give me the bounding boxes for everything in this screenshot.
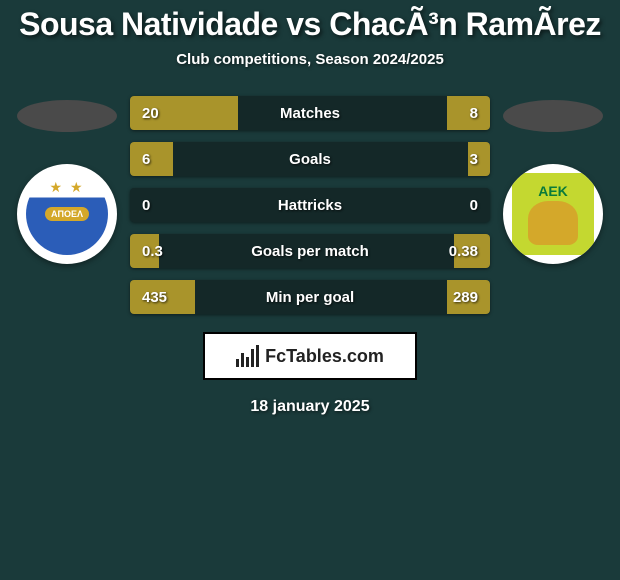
left-team-badge: ★ ★ ΑΠΟΕΛ [17, 164, 117, 264]
stat-bar: 435 Min per goal 289 [130, 280, 490, 314]
stat-label: Goals [289, 151, 331, 168]
stat-value-right: 289 [453, 289, 478, 306]
stat-value-left: 435 [142, 289, 167, 306]
stat-label: Goals per match [251, 243, 369, 260]
left-form-oval [17, 100, 117, 132]
stat-value-right: 0 [470, 197, 478, 214]
stat-value-left: 20 [142, 105, 159, 122]
stat-value-left: 0 [142, 197, 150, 214]
stat-bar: 20 Matches 8 [130, 96, 490, 130]
bar-chart-icon [236, 345, 259, 367]
stat-bar: 6 Goals 3 [130, 142, 490, 176]
stat-label: Hattricks [278, 197, 342, 214]
crest-text: ΑΠΟΕΛ [45, 207, 89, 221]
crest-text: AEK [538, 183, 568, 199]
stat-value-right: 0.38 [449, 243, 478, 260]
right-form-oval [503, 100, 603, 132]
apoel-crest: ★ ★ ΑΠΟΕΛ [26, 173, 108, 255]
aek-crest: AEK [512, 173, 594, 255]
stat-value-right: 8 [470, 105, 478, 122]
stat-label: Min per goal [266, 289, 354, 306]
stat-fill-left [130, 142, 173, 176]
stat-value-right: 3 [470, 151, 478, 168]
stat-value-left: 0.3 [142, 243, 163, 260]
crest-stars-icon: ★ ★ [50, 179, 85, 196]
stat-bar: 0.3 Goals per match 0.38 [130, 234, 490, 268]
left-side-column: ★ ★ ΑΠΟΕΛ [12, 96, 122, 264]
right-team-badge: AEK [503, 164, 603, 264]
subtitle: Club competitions, Season 2024/2025 [176, 51, 444, 68]
brand-label: FcTables.com [265, 346, 384, 367]
stat-bar: 0 Hattricks 0 [130, 188, 490, 222]
stats-column: 20 Matches 8 6 Goals 3 0 Hattricks 0 0.3 Goals per… [130, 96, 490, 314]
stat-label: Matches [280, 105, 340, 122]
right-side-column: AEK [498, 96, 608, 264]
crest-profile-icon [528, 201, 578, 245]
brand-box[interactable]: FcTables.com [203, 332, 417, 380]
stat-value-left: 6 [142, 151, 150, 168]
page-title: Sousa Natividade vs ChacÃ³n RamÃ­rez [19, 6, 601, 43]
date-line: 18 january 2025 [250, 398, 369, 416]
main-row: ★ ★ ΑΠΟΕΛ 20 Matches 8 6 Goals 3 0 Hattricks 0 0.… [0, 96, 620, 314]
stat-fill-right [447, 96, 490, 130]
